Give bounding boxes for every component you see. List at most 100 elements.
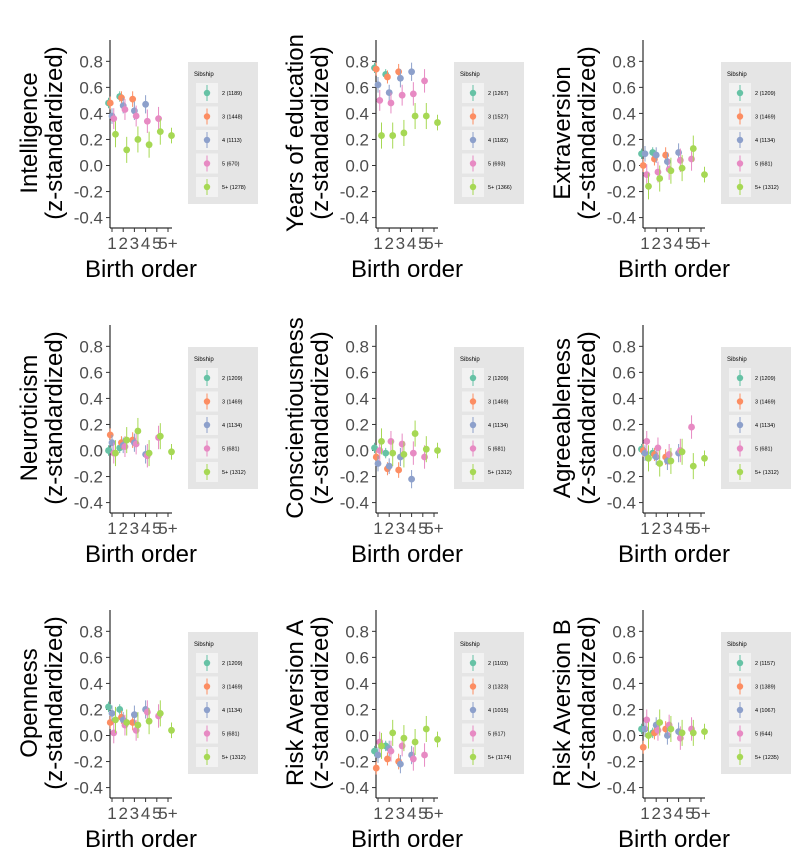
legend: Sibship 2 (1209) 3 (1469) 4 (1134) 5 (681) 5+… — [188, 347, 258, 489]
y-tick-label: 0.8 — [612, 52, 636, 71]
legend-label: 2 (1209) — [222, 376, 243, 382]
data-point — [143, 708, 151, 716]
data-point — [411, 430, 419, 437]
data-point — [389, 729, 397, 737]
data-point — [409, 90, 417, 98]
legend-key-point — [203, 136, 211, 144]
x-tick-label: 2 — [118, 519, 127, 538]
data-point — [643, 716, 651, 724]
series-5 (681) — [376, 430, 428, 469]
panel-4: -0.4 -0.2 0.0 0.2 0.4 0.6 0.8 1 2 3 4 55+ Birth orde… — [16, 325, 258, 568]
series-5+ (1312) — [378, 420, 441, 468]
data-point — [116, 706, 124, 713]
data-point — [389, 449, 397, 457]
legend-title: Sibship — [194, 357, 214, 363]
y-tick-label: 0.8 — [345, 337, 369, 356]
x-tick-label: 5+ — [424, 234, 443, 253]
y-tick-label: 0.2 — [345, 700, 369, 719]
x-tick-label: 5 — [685, 234, 694, 253]
data-point — [421, 751, 428, 759]
legend: Sibship 2 (1103) 3 (1323) 4 (1015) 5 (617) 5+… — [454, 632, 524, 774]
series-5+ (1312) — [645, 135, 708, 200]
legend-key-point — [203, 398, 211, 405]
legend-key-point — [736, 659, 744, 667]
y-tick-label: 0.6 — [612, 363, 636, 382]
y-axis-title: Risk Aversion B(z-standardized) — [549, 616, 601, 789]
y-tick-label: 0.6 — [79, 78, 103, 97]
y-tick-label: 0.2 — [79, 415, 103, 434]
data-point — [409, 449, 417, 457]
x-tick-label: 2 — [384, 519, 393, 538]
y-tick-label: 0.0 — [612, 727, 636, 746]
y-tick-label: -0.4 — [607, 779, 636, 798]
legend-label: 3 (1469) — [755, 400, 776, 406]
x-tick-label: 2 — [651, 804, 660, 823]
legend-key-point — [736, 730, 744, 737]
data-point — [641, 150, 649, 158]
data-point — [398, 742, 406, 750]
legend-label: 5+ (1312) — [755, 185, 779, 191]
data-point — [131, 711, 138, 719]
data-point — [123, 436, 131, 444]
data-point — [667, 725, 675, 733]
legend-title: Sibship — [460, 72, 480, 78]
x-tick-label: 5 — [418, 519, 427, 538]
x-tick-label: 5+ — [691, 804, 710, 823]
y-axis-title: Years of education(z-standardized) — [282, 34, 334, 232]
x-tick-label: 4 — [407, 234, 416, 253]
x-tick-label: 1 — [107, 519, 116, 538]
series-5+ (1312) — [112, 700, 175, 739]
series-5+ (1312) — [112, 417, 175, 467]
y-tick-label: 0.8 — [79, 52, 103, 71]
data-point — [434, 736, 441, 743]
series-5+ (1366) — [378, 103, 441, 149]
data-point — [665, 451, 673, 458]
x-tick-label: 4 — [674, 804, 683, 823]
y-tick-label: 0.8 — [79, 622, 103, 641]
data-point — [678, 164, 686, 172]
x-tick-label: 5+ — [158, 804, 177, 823]
x-tick-label: 4 — [141, 519, 150, 538]
data-point — [398, 91, 406, 99]
y-tick-label: 0.6 — [79, 363, 103, 382]
y-tick-label: 0.0 — [345, 442, 369, 461]
legend-label: 5+ (1366) — [488, 185, 512, 191]
data-point — [701, 171, 708, 179]
data-point — [132, 112, 140, 120]
panel-1: -0.4 -0.2 0.0 0.2 0.4 0.6 0.8 1 2 3 4 55+ Birth orde… — [16, 40, 258, 283]
y-axis-title: Risk Aversion A(z-standardized) — [282, 616, 334, 789]
legend-key-point — [469, 659, 477, 667]
y-tick-label: -0.2 — [340, 468, 369, 487]
y-tick-label: 0.8 — [345, 622, 369, 641]
data-point — [134, 136, 142, 143]
x-tick-label: 4 — [674, 519, 683, 538]
data-point — [143, 117, 151, 125]
legend-key-point — [736, 398, 744, 405]
data-point — [145, 141, 153, 149]
legend-title: Sibship — [460, 357, 480, 363]
legend-label: 2 (1189) — [222, 91, 242, 97]
y-tick-label: 0.0 — [79, 157, 103, 176]
x-axis-title: Birth order — [85, 256, 197, 283]
y-tick-label: -0.4 — [340, 494, 369, 513]
data-point — [689, 729, 697, 737]
legend-key-point — [469, 445, 477, 452]
data-point — [667, 457, 675, 465]
legend-label: 2 (1103) — [488, 661, 508, 667]
data-point — [168, 726, 175, 734]
legend-label: 5 (693) — [488, 162, 506, 168]
data-point — [112, 716, 119, 724]
legend-key-point — [203, 730, 211, 737]
x-tick-label: 3 — [396, 519, 405, 538]
legend: Sibship 2 (1209) 3 (1469) 4 (1134) 5 (681) 5+… — [454, 347, 524, 489]
legend-label: 5 (644) — [755, 732, 773, 738]
legend: Sibship 2 (1209) 3 (1469) 4 (1134) 5 (681) 5+… — [188, 632, 258, 774]
data-point — [397, 74, 404, 82]
data-point — [106, 99, 114, 107]
legend-label: 5 (681) — [222, 447, 240, 453]
data-point — [106, 431, 114, 439]
panel-8: -0.4 -0.2 0.0 0.2 0.4 0.6 0.8 1 2 3 4 55+ Birth orde… — [282, 610, 524, 853]
legend-key-point — [469, 398, 477, 405]
y-tick-label: 0.4 — [79, 389, 103, 408]
